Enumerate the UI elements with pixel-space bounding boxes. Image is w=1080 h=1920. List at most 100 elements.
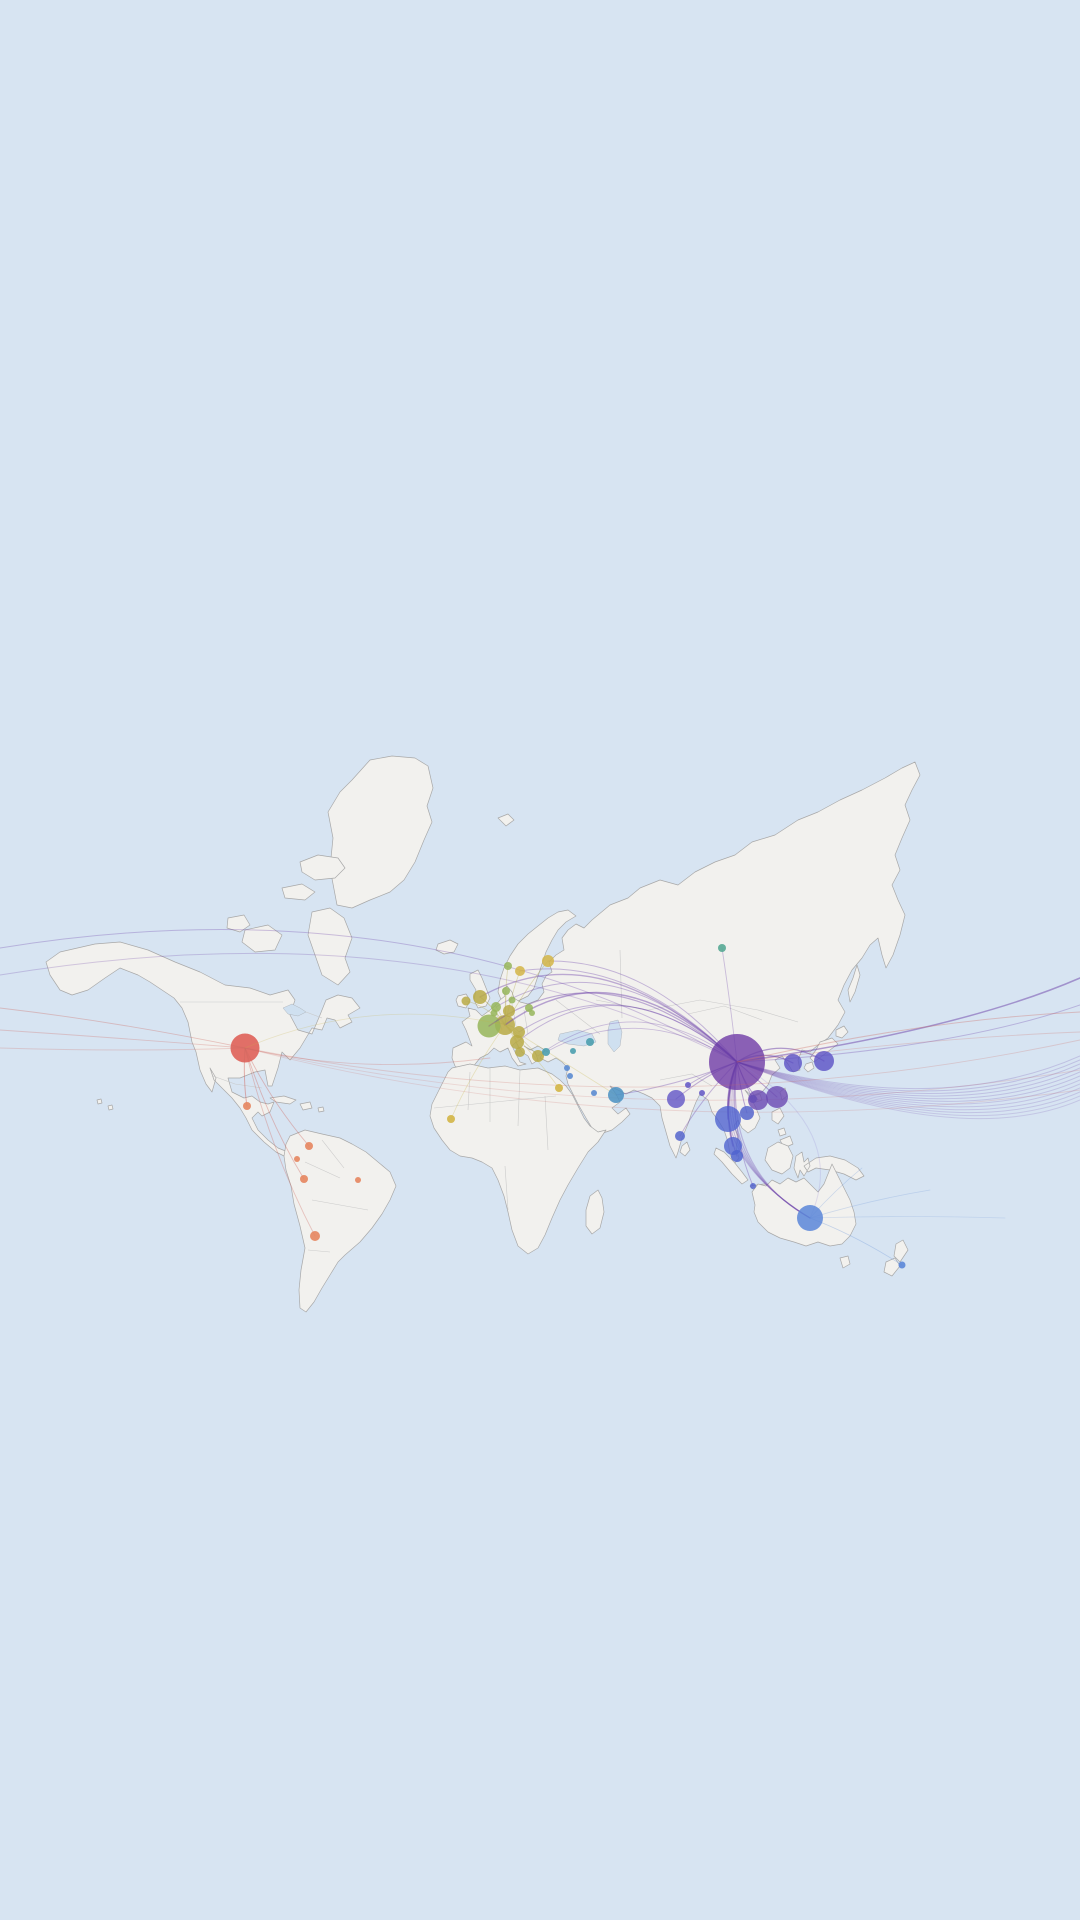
flow-line-cn-aus-3: [731, 1061, 811, 1219]
bubble-hamburg[interactable]: [508, 996, 516, 1004]
flow-line-cn-athens: [537, 1021, 738, 1063]
flow-line-us-atl-1: [244, 1039, 1080, 1088]
bubble-lima[interactable]: [300, 1175, 308, 1183]
bubble-telaviv-a[interactable]: [564, 1065, 570, 1071]
bubble-stockholm[interactable]: [515, 966, 525, 976]
flow-line-cn-dubai: [615, 1061, 738, 1096]
bubble-tokyo[interactable]: [814, 1051, 834, 1071]
flow-line-cn-wrap-10: [736, 1061, 1080, 1114]
flow-line-cn-wrap-7: [736, 1061, 1080, 1105]
flow-line-cn-europe-wrap-1: [0, 929, 738, 1063]
bubble-brussels[interactable]: [490, 1009, 498, 1017]
flow-line-eu-paris: [488, 1022, 506, 1027]
bubble-rome[interactable]: [515, 1047, 525, 1057]
bubble-copenhagen[interactable]: [502, 987, 510, 995]
caspian-sea: [607, 1019, 623, 1053]
bubble-dublin[interactable]: [461, 996, 471, 1006]
flow-line-cn-aus-4: [733, 1061, 811, 1219]
country-borders-layer: [180, 949, 799, 1253]
flow-line-us-west-2: [0, 1029, 246, 1049]
bubble-mumbai[interactable]: [667, 1090, 685, 1108]
flow-line-cn-stockholm: [519, 968, 738, 1063]
flow-line-cn-wrap-strong: [736, 977, 1080, 1063]
flow-line-cn-wrap-6: [736, 1061, 1080, 1102]
bubble-telaviv-b[interactable]: [567, 1073, 573, 1079]
bubble-berlin[interactable]: [525, 1004, 533, 1012]
bubble-dubai[interactable]: [608, 1087, 624, 1103]
bubble-milan[interactable]: [510, 1035, 524, 1049]
bubble-istanbul[interactable]: [542, 1048, 550, 1056]
bubble-athens[interactable]: [532, 1050, 544, 1062]
flow-line-cn-colombo: [679, 1061, 738, 1137]
landmass-tasmania-nz: [839, 1239, 909, 1277]
city-bubbles-layer[interactable]: [243, 944, 906, 1269]
flow-line-cn-delhi: [687, 1061, 738, 1086]
bubble-singapore[interactable]: [731, 1150, 743, 1162]
flow-line-cn-europe-wrap-2: [0, 952, 738, 1063]
landmass-madagascar: [585, 1189, 605, 1235]
bubble-bogota[interactable]: [305, 1142, 313, 1150]
flow-line-cn-london: [479, 973, 738, 1063]
bubble-taipei[interactable]: [766, 1086, 788, 1108]
bubble-vienna[interactable]: [513, 1026, 525, 1038]
bubble-quito[interactable]: [294, 1156, 300, 1162]
bubble-cologne[interactable]: [503, 1005, 515, 1017]
flow-line-us-iberia: [244, 1047, 491, 1066]
landmass-layer: [45, 755, 921, 1313]
landmass-north-america: [45, 941, 361, 1165]
bubble-australia-hub[interactable]: [797, 1205, 823, 1231]
bubble-auckland-dot[interactable]: [898, 1261, 906, 1269]
flow-line-us-atl-3: [244, 1047, 1080, 1113]
flow-line-cn-milan: [516, 1005, 738, 1063]
flow-line-cn-amsterdam: [495, 981, 738, 1063]
flow-line-eu-us: [244, 1013, 506, 1049]
flow-line-eu-dakar: [450, 1024, 506, 1120]
flow-line-au-east: [809, 1216, 1006, 1219]
flow-line-cn-wrap-2: [736, 1059, 1080, 1092]
flow-line-us-bogota: [244, 1047, 310, 1147]
flow-line-cn-wrap-1: [736, 1055, 1080, 1090]
flow-line-cn-wrap-8: [736, 1061, 1080, 1108]
bubble-russia-dot[interactable]: [718, 944, 726, 952]
bubble-riyadh[interactable]: [591, 1090, 597, 1096]
landmass-eurasia: [451, 761, 921, 1165]
bubble-oslo[interactable]: [504, 962, 512, 970]
landmass-australia: [751, 1163, 857, 1247]
landmass-iceland: [435, 813, 515, 955]
bubble-santiago[interactable]: [310, 1231, 320, 1241]
landmass-africa: [429, 1063, 607, 1255]
bubble-jakarta[interactable]: [750, 1183, 756, 1189]
flow-line-us-mexico: [243, 1047, 248, 1107]
bubble-ankara-dot[interactable]: [570, 1048, 576, 1054]
bubble-prague[interactable]: [529, 1010, 535, 1016]
bubble-london[interactable]: [473, 990, 487, 1004]
flow-line-us-wrap-china-2: [736, 1031, 1080, 1063]
bubble-bangkok[interactable]: [715, 1106, 741, 1132]
bubble-mexico-city[interactable]: [243, 1102, 251, 1110]
flow-line-au-fiji: [809, 1189, 931, 1219]
flow-line-cn-istanbul: [545, 1027, 738, 1063]
bubble-dakar[interactable]: [447, 1115, 455, 1123]
bubble-delhi-b[interactable]: [699, 1090, 705, 1096]
flow-line-us-wrap-china-1: [736, 1011, 1080, 1063]
landmass-scandinavia: [497, 909, 577, 1007]
flow-line-cn-wrap-5: [736, 1061, 1080, 1100]
bubble-hcmc[interactable]: [740, 1106, 754, 1120]
flow-line-cn-helsinki: [547, 960, 738, 1063]
bubble-colombo[interactable]: [675, 1131, 685, 1141]
bubble-hongkong[interactable]: [748, 1090, 768, 1110]
bubble-yerevan[interactable]: [586, 1038, 594, 1046]
bubble-helsinki[interactable]: [542, 955, 554, 967]
bubble-amazon-dot[interactable]: [355, 1177, 361, 1183]
bubble-seoul[interactable]: [784, 1054, 802, 1072]
flow-line-us-lima: [244, 1047, 305, 1180]
bubble-amsterdam[interactable]: [491, 1002, 501, 1012]
landmass-hawaii: [96, 1098, 114, 1111]
bubble-delhi-a[interactable]: [685, 1082, 691, 1088]
flow-line-cn-vienna: [518, 1004, 738, 1063]
flow-line-cn-wrap-9: [736, 1061, 1080, 1111]
bubble-cairo[interactable]: [555, 1084, 563, 1092]
landmass-caribbean: [269, 1095, 325, 1113]
